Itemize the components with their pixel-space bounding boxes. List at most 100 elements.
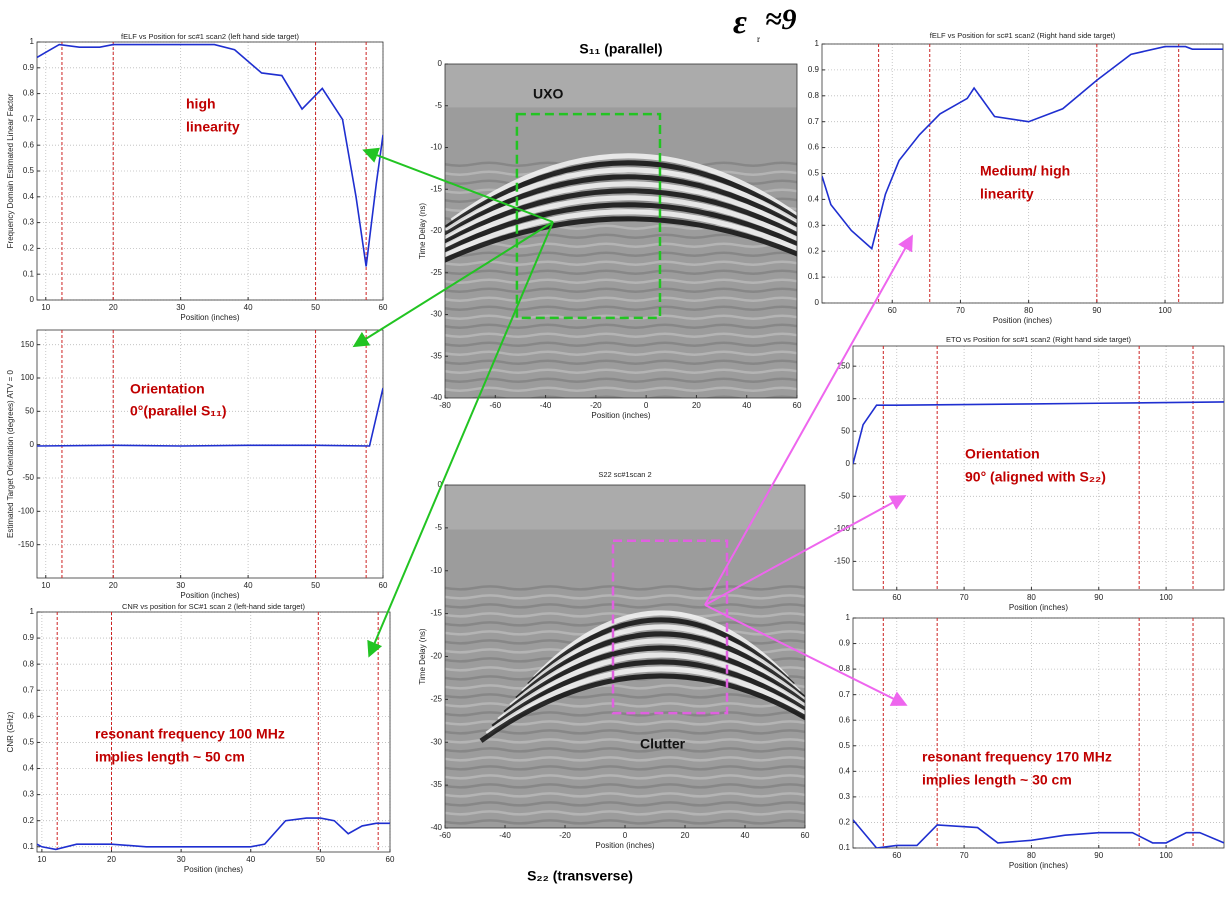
annotation: resonant frequency 170 MHz: [922, 749, 1112, 765]
y-tick-label: 0.4: [839, 766, 851, 775]
target-box: [611, 539, 729, 715]
radar-texture: [445, 368, 797, 374]
radar-hyperbola: [445, 181, 797, 242]
radar-air: [445, 485, 805, 530]
x-tick-label: 60: [892, 851, 901, 860]
radar-texture: [445, 350, 797, 356]
radar-texture: [445, 792, 805, 798]
plot-frame: [36, 611, 391, 853]
radar-texture: [445, 287, 797, 293]
chart: UXO -80 -60 -40 -20 0 20 40 60 -40 -35 -30 -25 -20 -15…: [418, 41, 802, 420]
x-tick-label: 60: [892, 593, 901, 602]
y-tick-label: 0.6: [839, 715, 851, 724]
y-tick-label: -35: [430, 780, 442, 789]
y-tick-label: 0.6: [808, 143, 820, 152]
x-tick-label: 30: [177, 855, 186, 864]
x-tick-label: 10: [37, 855, 46, 864]
x-tick-label: -60: [439, 831, 451, 840]
y-tick-label: 0.2: [23, 244, 35, 253]
x-tick-label: 90: [1092, 306, 1101, 315]
x-tick-label: 30: [176, 581, 185, 590]
y-tick-label: 0.9: [808, 65, 820, 74]
y-tick-label: 0.8: [839, 664, 851, 673]
radar-hyperbola: [497, 652, 805, 722]
y-axis-label: Frequency Domain Estimated Linear Factor: [6, 93, 15, 248]
radar-texture: [445, 783, 805, 789]
radar-texture: [445, 765, 805, 771]
y-tick-label: -15: [430, 184, 442, 193]
annotation: resonant frequency 100 MHz: [95, 726, 285, 742]
x-tick-label: 50: [311, 303, 320, 312]
y-tick-label: 50: [841, 426, 850, 435]
y-tick-label: -100: [834, 524, 851, 533]
chart-caption: S₂₂ (transverse): [527, 868, 633, 884]
radar-texture: [445, 269, 797, 275]
y-tick-label: 1: [846, 613, 851, 622]
chart: Clutter-60 -40 -20 0 20 40 60-40-35-30-25-20-1…: [418, 470, 810, 884]
y-tick-label: 0.5: [23, 166, 35, 175]
x-tick-label: 20: [109, 581, 118, 590]
radar-texture: [445, 756, 805, 762]
y-tick-label: -50: [838, 491, 850, 500]
arrows: [352, 147, 913, 706]
radar-hyperbola: [445, 188, 797, 246]
y-tick-label: 0.7: [23, 685, 35, 694]
annotation: linearity: [186, 119, 240, 135]
x-tick-label: 70: [960, 851, 969, 860]
y-tick-label: 1: [30, 607, 35, 616]
annotation: 90° (aligned with S₂₂): [965, 469, 1106, 485]
data-line: [853, 401, 1224, 464]
radar-texture: [445, 801, 805, 807]
x-axis-label: Position (inches): [180, 313, 239, 322]
box-label: UXO: [533, 86, 563, 102]
radar-hyperbola: [485, 666, 805, 736]
y-tick-label: 0.3: [839, 792, 851, 801]
x-tick-label: 20: [107, 855, 116, 864]
y-tick-label: 150: [837, 361, 851, 370]
y-tick-label: 0: [846, 459, 851, 468]
x-tick-label: 10: [41, 303, 50, 312]
annotation: implies length ~ 30 cm: [922, 772, 1072, 788]
x-tick-label: 90: [1094, 851, 1103, 860]
x-tick-label: 70: [956, 306, 965, 315]
radar-texture: [445, 747, 805, 753]
x-tick-label: 20: [109, 303, 118, 312]
radar-hyperbola: [515, 631, 805, 701]
y-tick-label: 0.5: [23, 738, 35, 747]
radar-texture: [445, 612, 805, 618]
chart: 60 70 80 90 100 -150 -100 -50 0 50 100 150 ETO vs Po…: [834, 335, 1225, 612]
chart: 60 70 80 90 100 0.1 0.2 0.3 0.4 0.5 0.6 0.7 0.8 0.9 1 P…: [839, 613, 1225, 870]
y-tick-label: 0.2: [808, 246, 820, 255]
annotation: linearity: [980, 186, 1034, 202]
radar-texture: [445, 341, 797, 347]
arrow: [362, 147, 554, 223]
x-tick-label: 60: [386, 855, 395, 864]
y-tick-label: -10: [430, 143, 442, 152]
x-axis-label: Position (inches): [1009, 603, 1068, 612]
target-box: [515, 112, 662, 320]
radar-texture: [445, 377, 797, 383]
x-tick-label: 100: [1159, 593, 1173, 602]
radar-texture: [445, 729, 805, 735]
y-tick-label: 0.6: [23, 711, 35, 720]
y-axis-label: Time Delay (ns): [418, 628, 427, 684]
annotation: Orientation: [130, 381, 205, 397]
y-tick-label: 0.5: [808, 169, 820, 178]
y-tick-label: 0.5: [839, 741, 851, 750]
y-tick-label: -40: [430, 823, 442, 832]
y-tick-label: 0: [438, 59, 443, 68]
x-axis-label: Position (inches): [591, 411, 650, 420]
y-tick-label: 0.1: [808, 272, 820, 281]
x-tick-label: 80: [1027, 851, 1036, 860]
annotation: Orientation: [965, 446, 1040, 462]
x-tick-label: 40: [244, 303, 253, 312]
epsilon-relation: ≈9: [765, 3, 796, 36]
x-tick-label: -40: [540, 401, 552, 410]
annotation: Medium/ high: [980, 163, 1070, 179]
x-tick-label: 100: [1158, 306, 1172, 315]
x-axis-label: Position (inches): [595, 841, 654, 850]
y-tick-label: 0.2: [839, 818, 851, 827]
x-tick-label: -40: [499, 831, 511, 840]
y-tick-label: 0.7: [808, 117, 820, 126]
y-tick-label: 0.9: [23, 633, 35, 642]
